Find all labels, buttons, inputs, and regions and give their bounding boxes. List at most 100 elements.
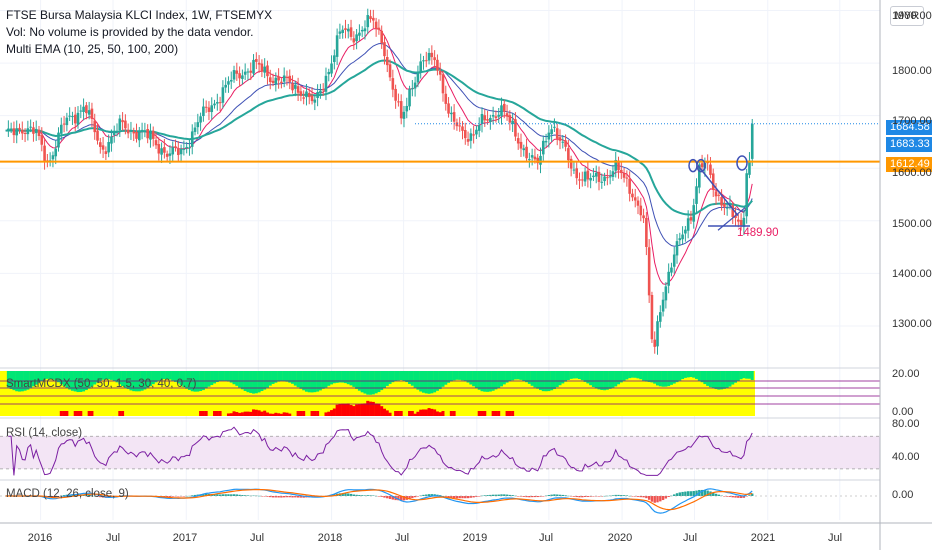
candle-body xyxy=(34,128,38,134)
smart-green xyxy=(647,371,651,382)
ema-line-25 xyxy=(5,42,753,247)
macd-hist xyxy=(483,495,486,496)
smartmcdx-legend[interactable]: SmartMCDX (50, 50, 1.5, 30, 40, 0.7) xyxy=(6,378,197,390)
candle-body xyxy=(408,88,411,107)
smart-green xyxy=(154,371,158,383)
macd-hist xyxy=(622,495,626,496)
smart-green xyxy=(711,371,715,389)
macd-hist xyxy=(216,494,219,496)
macd-hist xyxy=(213,494,216,496)
currency-badge[interactable]: MYR xyxy=(890,6,924,26)
smart-green xyxy=(717,371,721,390)
macd-hist xyxy=(277,496,280,498)
candle-body xyxy=(419,61,422,73)
candle-body xyxy=(633,197,637,201)
price-tick: 1600.00 xyxy=(892,167,932,179)
rsi-legend[interactable]: RSI (14, close) xyxy=(6,427,83,439)
macd-hist xyxy=(452,496,456,499)
smart-green xyxy=(221,371,225,381)
candle-body xyxy=(302,97,305,99)
macd-hist xyxy=(511,495,514,496)
candle-body xyxy=(511,120,514,125)
smart-green xyxy=(405,371,409,383)
macd-hist xyxy=(230,494,233,496)
smart-green xyxy=(174,371,178,382)
macd-hist xyxy=(550,494,553,496)
candle-body xyxy=(416,72,420,83)
smart-green xyxy=(458,371,462,380)
macd-hist xyxy=(684,491,687,496)
candle-body xyxy=(494,116,498,119)
macd-legend[interactable]: MACD (12, 26, close, 9) xyxy=(6,488,129,500)
candle-body xyxy=(491,114,495,117)
smart-green xyxy=(204,371,208,389)
macd-hist xyxy=(494,494,498,496)
candle-body xyxy=(185,146,188,149)
smart-green xyxy=(369,371,373,395)
smart-green xyxy=(619,371,623,383)
macd-hist xyxy=(257,495,261,497)
macd-hist xyxy=(344,493,347,496)
rsi-tick: 40.00 xyxy=(892,451,920,463)
smart-green xyxy=(614,371,618,387)
smart-red xyxy=(302,411,306,416)
smart-green xyxy=(246,371,250,393)
macd-hist xyxy=(717,494,721,496)
candle-body xyxy=(575,168,579,179)
candle-body xyxy=(51,155,55,160)
candle-body xyxy=(216,102,219,104)
macd-hist xyxy=(193,494,197,496)
smart-green xyxy=(656,371,660,386)
smart-red xyxy=(396,411,400,416)
macd-hist xyxy=(519,496,523,497)
candle-body xyxy=(257,62,261,65)
candle-body xyxy=(193,127,197,132)
candle-body xyxy=(711,173,715,190)
macd-hist xyxy=(664,496,668,499)
candle-body xyxy=(160,148,163,155)
macd-tick: 0.00 xyxy=(892,489,914,501)
smart-red xyxy=(382,408,386,416)
macd-hist xyxy=(171,496,174,497)
time-tick: Jul xyxy=(538,532,554,544)
macd-hist xyxy=(528,496,531,498)
smart-red xyxy=(90,411,94,416)
macd-hist xyxy=(561,494,564,496)
macd-hist xyxy=(341,493,344,496)
smart-green xyxy=(235,371,239,386)
smart-red xyxy=(366,400,370,416)
candle-body xyxy=(477,125,481,131)
candle-body xyxy=(380,30,383,44)
candle-body xyxy=(522,148,526,151)
smart-green xyxy=(513,371,517,380)
smart-red xyxy=(229,413,233,416)
macd-hist xyxy=(363,495,367,496)
smart-green xyxy=(185,371,189,389)
macd-hist xyxy=(188,495,191,497)
macd-hist xyxy=(581,496,584,498)
macd-hist xyxy=(358,495,361,496)
smart-red xyxy=(121,411,125,416)
candle-body xyxy=(405,105,409,112)
smart-green xyxy=(625,371,629,380)
candle-body xyxy=(224,84,227,88)
ema-legend[interactable]: Multi EMA (10, 25, 50, 100, 200) xyxy=(6,42,179,56)
smart-red xyxy=(118,411,122,416)
candle-body xyxy=(360,29,364,32)
candle-body xyxy=(525,146,528,159)
macd-hist xyxy=(536,496,539,498)
candle-body xyxy=(558,137,562,141)
macd-hist xyxy=(631,496,634,497)
candle-body xyxy=(508,115,512,123)
macd-hist xyxy=(489,494,492,496)
candle-body xyxy=(235,70,239,74)
smart-green xyxy=(658,371,662,387)
smart-green xyxy=(26,371,30,390)
macd-hist xyxy=(542,496,545,497)
macd-hist xyxy=(274,496,278,498)
macd-hist xyxy=(508,494,512,496)
candle-body xyxy=(358,32,361,36)
candle-body xyxy=(385,57,389,66)
smart-green xyxy=(519,371,523,380)
